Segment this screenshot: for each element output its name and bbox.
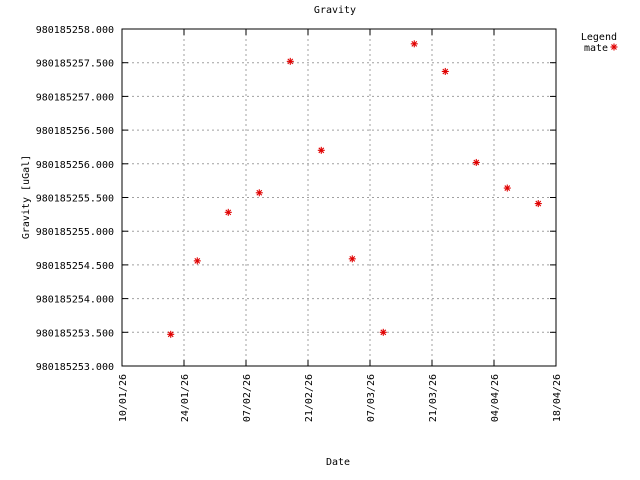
x-tick-label: 10/01/26 (118, 374, 129, 422)
y-tick-label: 980185257.000 (36, 92, 114, 103)
legend-entry-label: mate (584, 43, 608, 54)
chart-title: Gravity (314, 5, 356, 16)
data-point (317, 146, 325, 154)
legend-asterisk-icon (610, 43, 618, 51)
grid (122, 29, 556, 366)
data-point (379, 328, 387, 336)
y-axis-label: Gravity [uGal] (21, 155, 32, 239)
y-tick-label: 980185254.500 (36, 261, 114, 272)
data-point (348, 255, 356, 263)
y-tick-label: 980185255.000 (36, 227, 114, 238)
y-tick-label: 980185258.000 (36, 25, 114, 36)
y-tick-label: 980185256.000 (36, 160, 114, 171)
data-point (255, 189, 263, 197)
y-axis: 980185253.000 980185253.500 980185254.000 9… (36, 25, 556, 373)
y-tick-label: 980185253.500 (36, 328, 114, 339)
x-axis-label: Date (326, 457, 350, 468)
x-axis: 10/01/26 24/01/26 07/02/26 21/02/26 07/03/26… (118, 29, 563, 422)
data-point (410, 40, 418, 48)
legend-title: Legend (581, 32, 617, 43)
x-tick-label: 18/04/26 (552, 374, 563, 422)
data-point (286, 57, 294, 65)
data-point (503, 184, 511, 192)
data-points (167, 40, 542, 338)
data-point (441, 67, 449, 75)
legend-entry-marker (610, 43, 618, 51)
y-tick-label: 980185256.500 (36, 126, 114, 137)
x-tick-label: 07/03/26 (366, 374, 377, 422)
y-tick-label: 980185254.000 (36, 295, 114, 306)
data-point (224, 208, 232, 216)
data-point (534, 200, 542, 208)
y-tick-label: 980185257.500 (36, 59, 114, 70)
data-point (167, 330, 175, 338)
y-tick-label: 980185253.000 (36, 362, 114, 373)
y-tick-label: 980185255.500 (36, 194, 114, 205)
x-tick-label: 21/03/26 (428, 374, 439, 422)
data-point (472, 158, 480, 166)
x-tick-label: 24/01/26 (180, 374, 191, 422)
x-tick-label: 07/02/26 (242, 374, 253, 422)
x-tick-label: 04/04/26 (490, 374, 501, 422)
legend: Legend mate (581, 32, 618, 54)
data-point (193, 257, 201, 265)
x-tick-label: 21/02/26 (304, 374, 315, 422)
